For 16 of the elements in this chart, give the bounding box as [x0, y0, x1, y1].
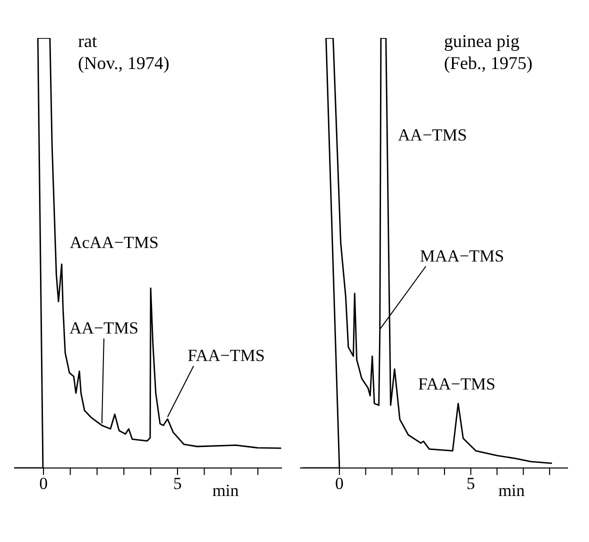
annotation: FAA−TMS	[418, 374, 496, 394]
text: (Feb., 1975)	[444, 52, 532, 74]
x-tick-label: 0	[335, 474, 344, 494]
annotation: AA−TMS	[398, 126, 468, 145]
x-axis-title: min	[498, 481, 526, 500]
x-axis-title: min	[212, 481, 240, 500]
chart-title: rat	[78, 30, 98, 52]
x-tick-label: 0	[39, 474, 48, 494]
annotation: AA−TMS	[69, 318, 138, 338]
x-tick-label: 5	[173, 474, 182, 494]
text: (Nov., 1974)	[78, 52, 170, 74]
annotation: AcAA−TMS	[70, 233, 159, 252]
annotation: MAA−TMS	[420, 246, 504, 266]
x-tick-label: 5	[466, 474, 476, 494]
annotation: FAA−TMS	[188, 346, 265, 365]
chart-title: guinea pig	[444, 30, 520, 52]
